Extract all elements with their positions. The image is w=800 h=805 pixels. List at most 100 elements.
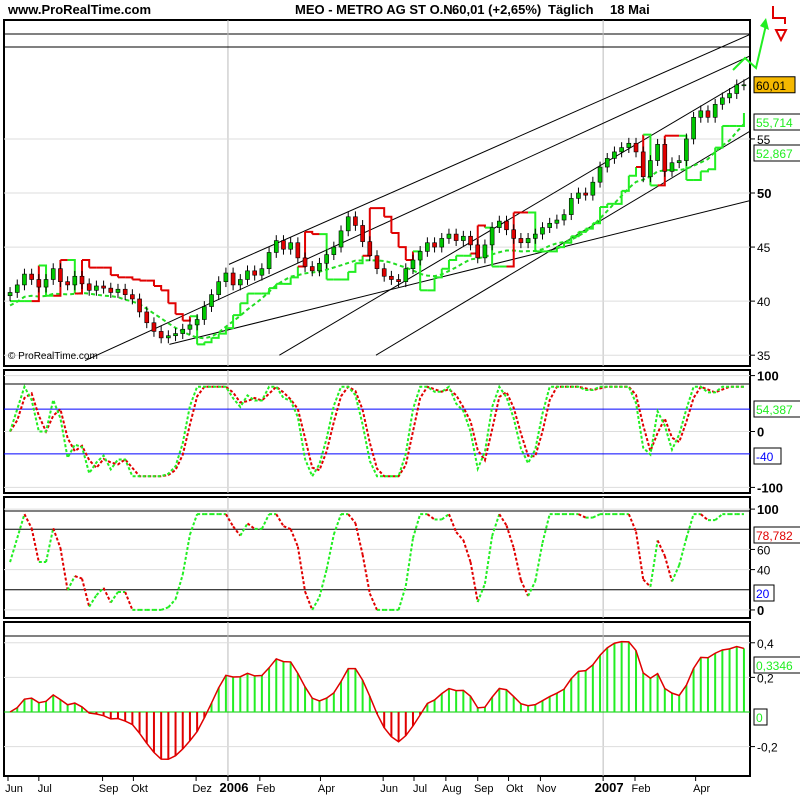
x-tick-label: Okt — [506, 783, 523, 795]
trendline — [84, 55, 750, 362]
stochastic-segment — [174, 574, 184, 600]
candle-body — [698, 110, 704, 118]
trailing-stop-segment — [132, 278, 141, 281]
trailing-stop-segment — [693, 171, 702, 182]
candle-body — [65, 281, 70, 286]
x-tick-label: Sep — [99, 783, 119, 795]
candle-body — [302, 257, 308, 267]
moving-average-label: 52,867 — [756, 147, 793, 161]
trail-stop-label-box — [753, 113, 800, 131]
histogram-zero-label-box — [753, 708, 768, 726]
stochastic-segment — [512, 547, 522, 581]
stochastic-segment — [160, 606, 169, 611]
histogram-value-label-box — [753, 656, 800, 674]
stochastic-segment — [476, 583, 486, 603]
candle-body — [432, 242, 437, 248]
stochastic-segment — [225, 513, 234, 527]
candle-body — [518, 238, 524, 244]
stochastic-segment — [505, 525, 515, 549]
axis-label: 60 — [757, 543, 771, 557]
candle-body — [453, 233, 459, 241]
stochastic-segment — [700, 513, 709, 521]
stochastic-segment — [354, 522, 364, 555]
x-tick-label: Feb — [256, 783, 275, 795]
price-layer — [4, 33, 750, 362]
oscillator-value-label: 54,387 — [756, 403, 793, 417]
stochastic-segment — [124, 591, 134, 611]
trendline — [228, 33, 750, 265]
candle-body — [705, 110, 711, 118]
candle-body — [324, 254, 329, 264]
candle-body — [281, 240, 286, 250]
x-tick-label: Dez — [192, 783, 212, 795]
stochastic-segment — [275, 513, 285, 527]
candle-body — [216, 281, 222, 295]
candle-body — [648, 160, 653, 178]
price-change: 60,01 (+2,65%) — [452, 2, 541, 17]
stochastic-segment — [30, 528, 40, 563]
candle-body — [288, 242, 293, 250]
stochastic-segment — [347, 513, 357, 524]
candle-body — [590, 181, 596, 196]
stochastic-segment — [498, 513, 508, 526]
candle-body — [676, 160, 682, 164]
candle-body — [655, 144, 660, 161]
trail-stop-label: 55,714 — [756, 116, 793, 130]
candle-body — [583, 192, 588, 196]
trailing-stop-segment — [233, 303, 242, 317]
projection-arrow — [732, 24, 767, 71]
stochastic-segment — [462, 539, 472, 563]
candle-body — [7, 292, 13, 297]
candle-body — [237, 279, 243, 286]
candle-body — [410, 259, 416, 269]
candle-body — [14, 284, 20, 293]
trailing-stop-segment — [434, 268, 443, 279]
trailing-stop-segment — [283, 277, 292, 285]
stochastic-segment — [16, 513, 26, 539]
candle-body — [626, 142, 632, 148]
trailing-stop-segment — [175, 313, 184, 321]
trailing-stop-segment — [218, 328, 227, 335]
stochastic-segment — [527, 580, 537, 597]
axis-label: -0,2 — [757, 741, 778, 755]
stochastic-segment — [246, 522, 256, 530]
candle-body — [547, 222, 552, 228]
date: 18 Mai — [610, 2, 650, 17]
candle-body — [468, 235, 473, 246]
stochastic-segment — [181, 534, 191, 575]
stochastic-segment — [578, 513, 587, 519]
trailing-stop-segment — [261, 288, 271, 295]
stochastic-segment — [188, 513, 199, 535]
stochastic-segment — [469, 561, 479, 603]
stochastic-segment — [239, 522, 249, 537]
site-name[interactable]: www.ProRealTime.com — [7, 2, 151, 17]
candle-body — [691, 117, 696, 140]
trailing-stop-segment — [384, 215, 393, 234]
candle-body — [381, 268, 387, 277]
candle-body — [741, 84, 747, 87]
candle-body — [309, 266, 315, 272]
trailing-stop-segment — [585, 223, 594, 230]
x-tick-label: Feb — [632, 783, 651, 795]
candle-body — [166, 335, 171, 339]
candle-body — [209, 294, 214, 307]
stochastic-segment — [52, 527, 62, 549]
x-tick-label: Aug — [442, 783, 462, 795]
stochastic-segment — [74, 575, 83, 580]
candle-body — [230, 272, 236, 286]
stochastic-segment — [361, 554, 371, 594]
candle-body — [439, 238, 445, 248]
last-price-label: 60,01 — [756, 79, 786, 93]
stochastic-segment — [663, 555, 673, 582]
axis-label: -100 — [757, 480, 783, 495]
axis-label: 45 — [757, 241, 771, 255]
candle-body — [684, 138, 689, 161]
x-tick-label: Apr — [693, 783, 710, 795]
candle-body — [619, 147, 624, 153]
signal-marker-icon — [772, 6, 786, 24]
candle-body — [144, 311, 150, 324]
candle-body — [568, 198, 574, 215]
candle-body — [130, 294, 135, 300]
candle-body — [259, 268, 265, 276]
candle-body — [417, 251, 423, 261]
